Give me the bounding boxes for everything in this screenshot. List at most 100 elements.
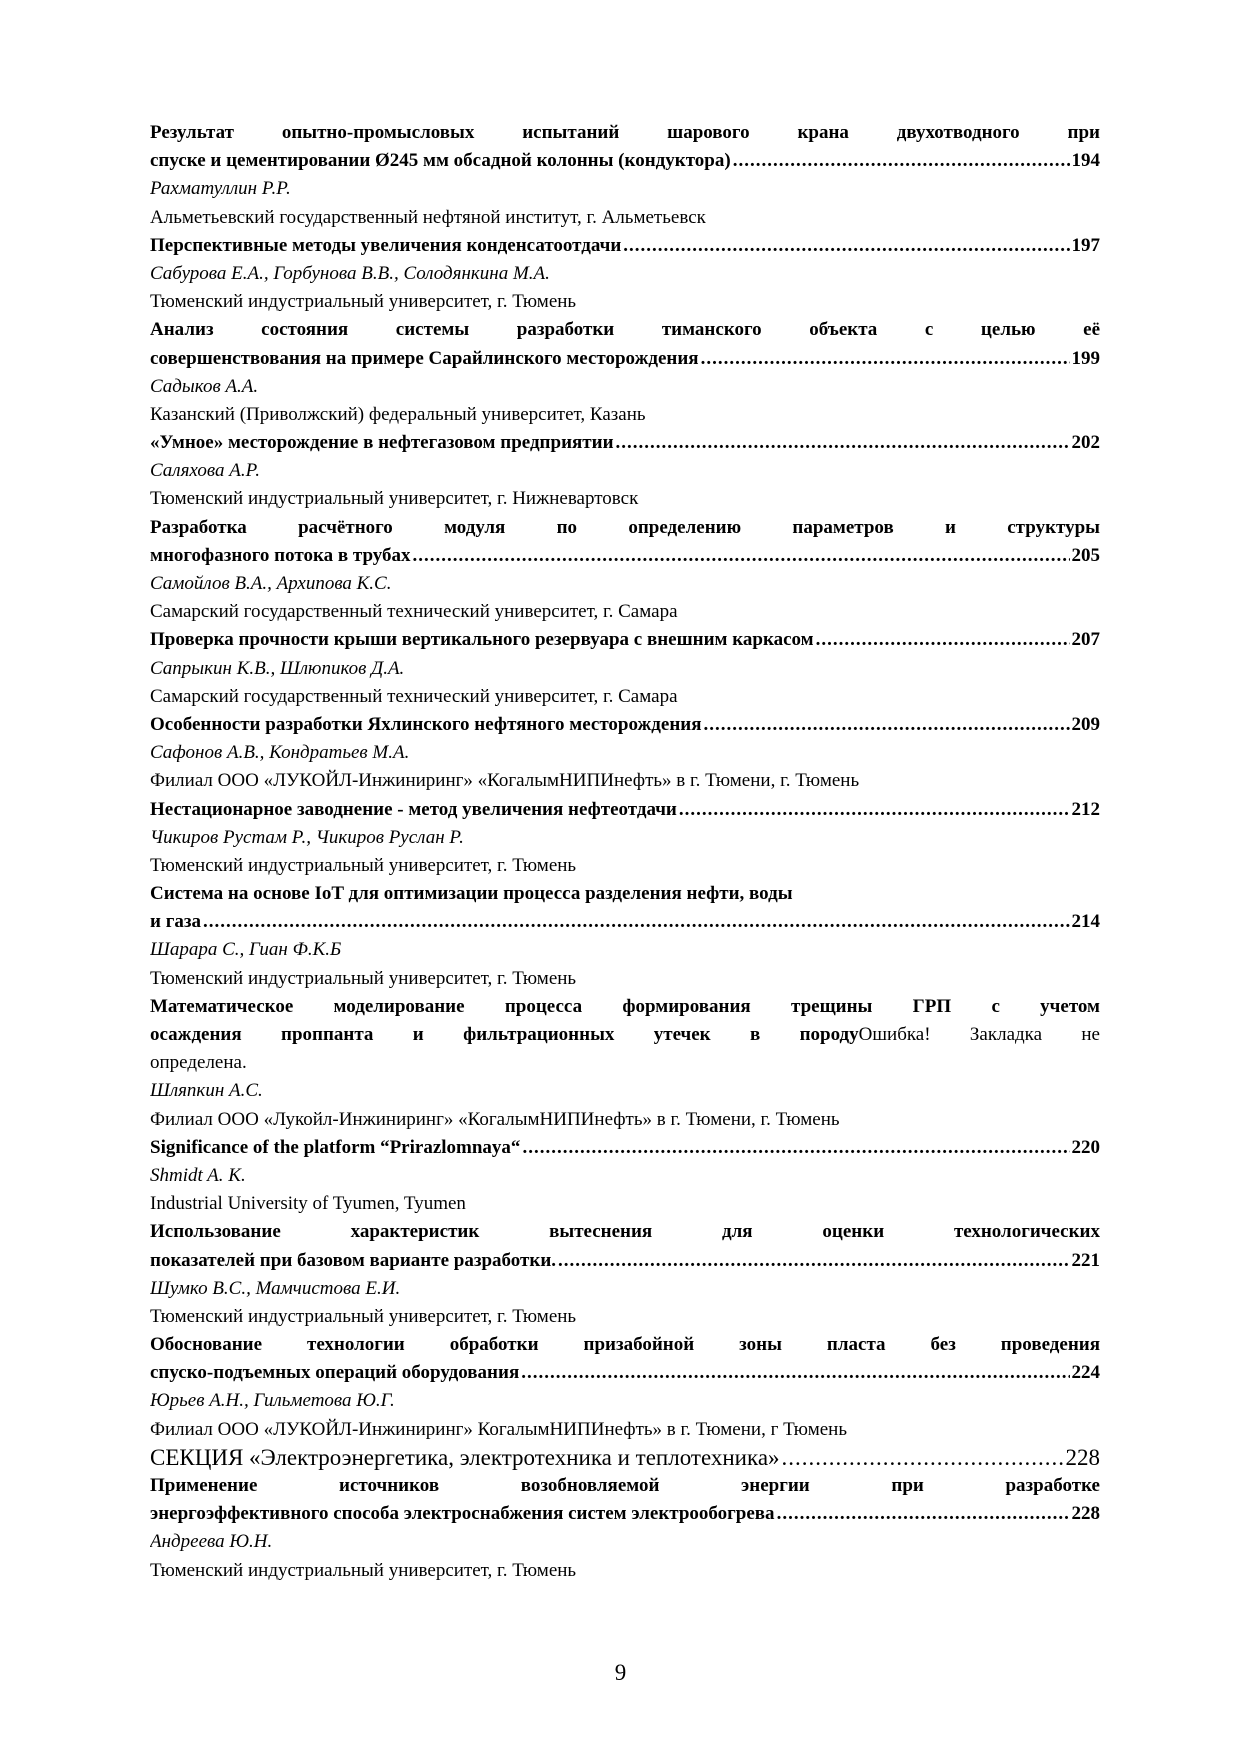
entry-title-line: Система на основе IoT для оптимизации пр… (150, 883, 793, 905)
entry-authors: Андреева Ю.Н. (150, 1531, 273, 1553)
toc-entry: Разработка расчётного модуля по определе… (150, 514, 1100, 627)
entry-authors: Шляпкин А.С. (150, 1080, 263, 1102)
entry-title-line: Анализ состояния системы разработки тима… (150, 319, 1100, 341)
entry-title-line: Significance of the platform “Prirazlomn… (150, 1134, 1100, 1162)
dot-leader: ........................................… (703, 713, 1070, 735)
toc-entry: СЕКЦИЯ «Электроэнергетика, электротехник… (150, 1444, 1100, 1472)
entry-affiliation: Самарский государственный технический ун… (150, 601, 678, 623)
dot-leader: ........................................… (522, 1136, 1069, 1158)
entry-authors: Рахматуллин Р.Р. (150, 178, 291, 200)
dot-leader: ........................................… (732, 150, 1070, 172)
entry-title-text: «Умное» месторождение в нефтегазовом пре… (150, 432, 614, 454)
entry-page-number: 197 (1071, 234, 1101, 256)
entry-title-text: СЕКЦИЯ «Электроэнергетика, электротехник… (150, 1444, 780, 1470)
entry-affiliation: Тюменский индустриальный университет, г.… (150, 291, 577, 313)
entry-authors: Shmidt A. K. (150, 1164, 246, 1186)
entry-authors: Сапрыкин К.В., Шлюпиков Д.А. (150, 657, 405, 679)
entry-title-line: Особенности разработки Яхлинского нефтян… (150, 711, 1100, 739)
dot-leader: ........................................… (781, 1444, 1064, 1470)
toc-entry: Применение источников возобновляемой эне… (150, 1472, 1100, 1585)
dot-leader: ........................................… (615, 432, 1070, 454)
error-note: определена. (150, 1052, 247, 1074)
entry-page-number: 205 (1071, 544, 1101, 566)
toc-entry: Significance of the platform “Prirazlomn… (150, 1134, 1100, 1219)
entry-affiliation: Тюменский индустриальный университет, г.… (150, 1559, 577, 1581)
entry-title-text: спуско-подъемных операций оборудования (150, 1362, 520, 1384)
entry-title-text: и газа (150, 911, 201, 933)
entry-title-line: Обоснование технологии обработки призабо… (150, 1334, 1100, 1356)
entry-title-text: осаждения проппанта и фильтрационных уте… (150, 1024, 859, 1045)
entry-title-text: многофазного потока в трубах (150, 544, 411, 566)
section-heading: СЕКЦИЯ «Электроэнергетика, электротехник… (150, 1444, 1100, 1472)
toc-entry: Использование характеристик вытеснения д… (150, 1218, 1100, 1331)
entry-title-line: «Умное» месторождение в нефтегазовом пре… (150, 429, 1100, 457)
entry-page-number: 220 (1071, 1136, 1101, 1158)
entry-affiliation: Казанский (Приволжский) федеральный унив… (150, 403, 646, 425)
entry-title-text: показателей при базовом варианте разрабо… (150, 1249, 557, 1271)
entry-title-line: и газа..................................… (150, 908, 1100, 936)
entry-affiliation: Тюменский индустриальный университет, г.… (150, 967, 577, 989)
dot-leader: ........................................… (815, 629, 1070, 651)
entry-title-text: Нестационарное заводнение - метод увелич… (150, 798, 677, 820)
dot-leader: ........................................… (202, 911, 1070, 933)
entry-affiliation: Тюменский индустриальный университет, г.… (150, 1305, 577, 1327)
entry-authors: Садыков А.А. (150, 375, 259, 397)
entry-affiliation: Тюменский индустриальный университет, г.… (150, 488, 639, 510)
entry-page-number: 207 (1071, 629, 1101, 651)
entry-page-number: 199 (1071, 347, 1101, 369)
entry-authors: Саляхова А.Р. (150, 460, 261, 482)
entry-title-line: спуске и цементировании Ø245 мм обсадной… (150, 147, 1100, 175)
toc-entry: «Умное» месторождение в нефтегазовом пре… (150, 429, 1100, 514)
toc-entry: Обоснование технологии обработки призабо… (150, 1331, 1100, 1444)
entry-authors: Сабурова Е.А., Горбунова В.В., Солодянки… (150, 262, 550, 284)
entry-page-number: 224 (1071, 1362, 1101, 1384)
entry-page-number: 228 (1065, 1444, 1101, 1470)
toc-entry: Математическое моделирование процесса фо… (150, 993, 1100, 1134)
entry-affiliation: Филиал ООО «ЛУКОЙЛ-Инжиниринг» КогалымНИ… (150, 1418, 848, 1440)
entry-title-line: спуско-подъемных операций оборудования..… (150, 1359, 1100, 1387)
dot-leader: ........................................… (623, 234, 1069, 256)
entry-page-number: 212 (1071, 798, 1101, 820)
entry-affiliation: Филиал ООО «ЛУКОЙЛ-Инжиниринг» «КогалымН… (150, 770, 860, 792)
entry-title-text: Перспективные методы увеличения конденса… (150, 234, 622, 256)
entry-affiliation: Industrial University of Tyumen, Tyumen (150, 1193, 466, 1215)
entry-page-number: 214 (1071, 911, 1101, 933)
entry-title-line: Применение источников возобновляемой эне… (150, 1475, 1100, 1496)
entry-title-text: Проверка прочности крыши вертикального р… (150, 629, 814, 651)
entry-affiliation: Тюменский индустриальный университет, г.… (150, 854, 577, 876)
entry-title-line: многофазного потока в трубах............… (150, 542, 1100, 570)
entry-title-line: Использование характеристик вытеснения д… (150, 1221, 1100, 1243)
entry-title-line: показателей при базовом варианте разрабо… (150, 1247, 1100, 1275)
entry-authors: Сафонов А.В., Кондратьев М.А. (150, 742, 410, 764)
entry-title-line: совершенствования на примере Сарайлинско… (150, 345, 1100, 373)
entry-title-line: Математическое моделирование процесса фо… (150, 995, 1100, 1017)
entry-title-text: Significance of the platform “Prirazlomn… (150, 1136, 521, 1158)
entry-title-line: Нестационарное заводнение - метод увелич… (150, 796, 1100, 824)
entry-title-text: энергоэффективного способа электроснабже… (150, 1503, 775, 1525)
entry-page-number: 209 (1071, 713, 1101, 735)
entry-authors: Чикиров Рустам Р., Чикиров Руслан Р. (150, 826, 464, 848)
toc-entry: Анализ состояния системы разработки тима… (150, 316, 1100, 429)
entry-page-number: 228 (1071, 1503, 1101, 1525)
entry-title-text: спуске и цементировании Ø245 мм обсадной… (150, 150, 731, 172)
entry-page-number: 194 (1071, 150, 1101, 172)
entry-page-number: 202 (1071, 432, 1101, 454)
entry-authors: Самойлов В.А., Архипова К.С. (150, 573, 392, 594)
dot-leader: ........................................… (678, 798, 1070, 820)
dot-leader: ........................................… (521, 1362, 1069, 1384)
table-of-contents: Результат опытно-промысловых испытаний ш… (150, 119, 1100, 1585)
entry-affiliation: Филиал ООО «Лукойл-Инжиниринг» «КогалымН… (150, 1108, 840, 1130)
dot-leader: ........................................… (776, 1503, 1070, 1525)
dot-leader: ........................................… (700, 347, 1070, 369)
dot-leader: ........................................… (412, 544, 1070, 566)
entry-authors: Шарара С., Гиан Ф.К.Б (150, 939, 342, 961)
entry-title-line: энергоэффективного способа электроснабже… (150, 1500, 1100, 1528)
toc-entry: Результат опытно-промысловых испытаний ш… (150, 119, 1100, 232)
entry-title-line: Результат опытно-промысловых испытаний ш… (150, 122, 1100, 143)
error-note: Ошибка! Закладка не (858, 1024, 1100, 1045)
page-number: 9 (614, 1660, 627, 1685)
toc-entry: Система на основе IoT для оптимизации пр… (150, 880, 1100, 993)
toc-entry: Перспективные методы увеличения конденса… (150, 232, 1100, 317)
entry-authors: Шумко В.С., Мамчистова Е.И. (150, 1277, 401, 1299)
entry-affiliation: Альметьевский государственный нефтяной и… (150, 206, 706, 228)
